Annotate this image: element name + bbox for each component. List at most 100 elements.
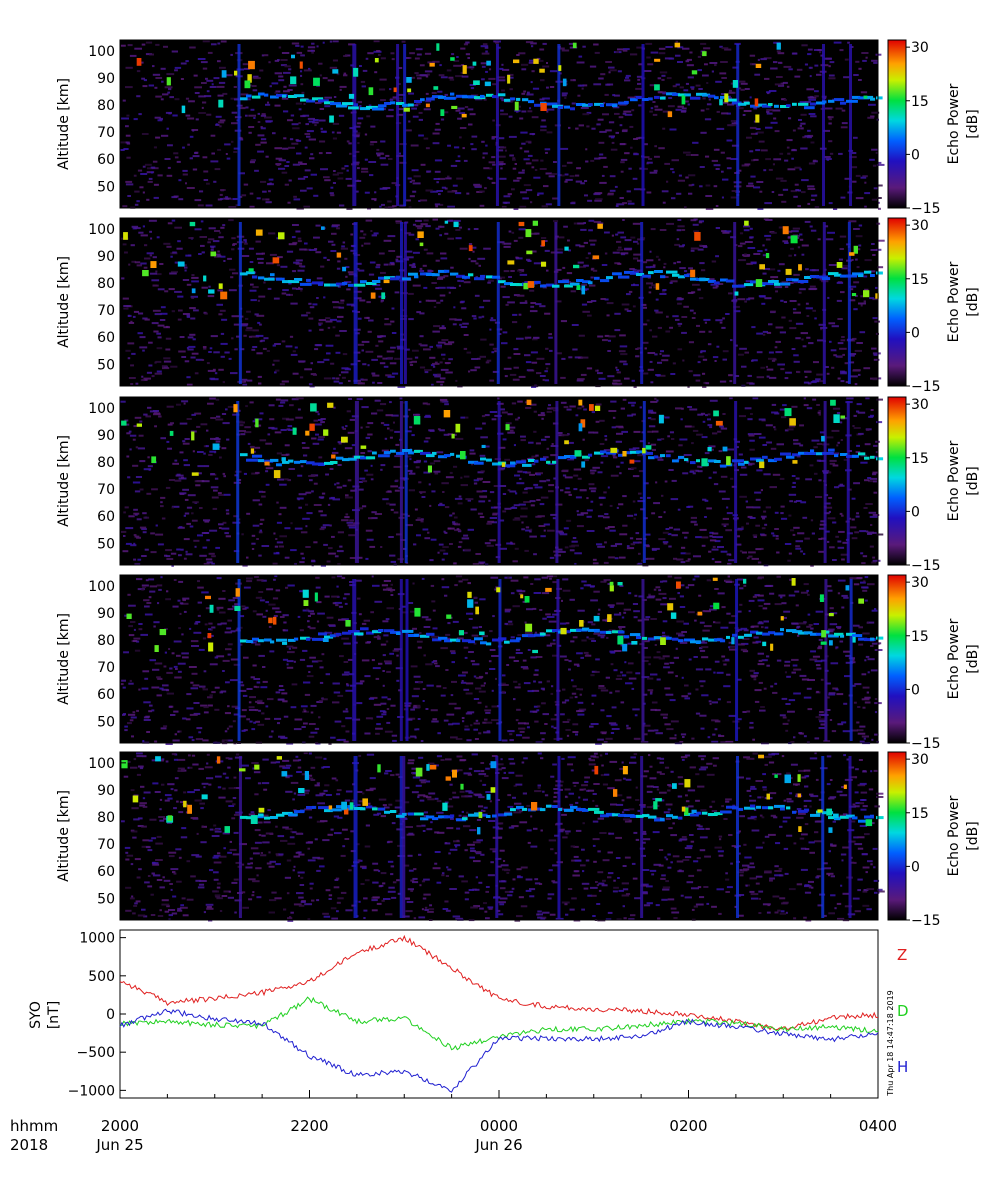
noise-cell	[133, 508, 138, 511]
noise-cell	[185, 182, 187, 185]
noise-cell	[182, 488, 189, 491]
noise-cell	[864, 205, 867, 208]
noise-cell	[478, 500, 486, 503]
noise-cell	[616, 371, 621, 374]
noise-cell	[482, 43, 488, 46]
noise-cell	[187, 336, 194, 339]
noise-cell	[824, 502, 831, 505]
noise-cell	[782, 404, 787, 407]
noise-cell	[619, 124, 623, 127]
noise-cell	[565, 178, 573, 181]
noise-cell	[778, 84, 785, 87]
noise-cell	[120, 400, 126, 403]
noise-cell	[803, 397, 806, 400]
noise-cell	[473, 728, 478, 731]
noise-cell	[604, 438, 608, 441]
noise-cell	[610, 148, 618, 151]
noise-cell	[225, 153, 228, 155]
noise-cell	[687, 385, 690, 388]
noise-cell	[337, 172, 344, 175]
noise-cell	[514, 474, 520, 477]
noise-cell	[220, 198, 224, 200]
noise-cell	[414, 508, 418, 511]
echo-layer-cell	[456, 454, 463, 458]
noise-cell	[176, 160, 181, 163]
noise-cell	[419, 312, 425, 315]
noise-cell	[550, 407, 559, 410]
noise-cell	[689, 309, 694, 312]
noise-cell	[627, 96, 636, 99]
noise-cell	[828, 322, 836, 325]
noise-cell	[439, 361, 443, 364]
noise-cell	[298, 161, 303, 164]
noise-cell	[191, 276, 199, 279]
noise-cell	[818, 413, 821, 416]
noise-cell	[760, 58, 767, 61]
noise-cell	[664, 416, 670, 419]
noise-cell	[573, 468, 581, 471]
noise-cell	[194, 228, 202, 231]
noise-cell	[753, 107, 758, 110]
noise-cell	[521, 169, 525, 172]
noise-cell	[272, 597, 279, 600]
echo-bright-cell	[707, 447, 712, 452]
noise-cell	[502, 493, 507, 495]
noise-cell	[353, 297, 362, 300]
noise-cell	[275, 369, 280, 372]
noise-cell	[217, 60, 221, 63]
echo-layer-cell	[702, 278, 710, 281]
noise-cell	[690, 86, 695, 89]
noise-cell	[363, 233, 367, 236]
noise-cell	[478, 316, 482, 319]
colorbar-tick-label: 0	[911, 325, 920, 341]
noise-cell	[141, 528, 147, 531]
echo-bright-cell	[790, 235, 798, 244]
noise-cell	[617, 382, 623, 385]
noise-cell	[473, 482, 478, 485]
noise-cell	[502, 68, 510, 71]
noise-cell	[249, 261, 254, 263]
noise-cell	[401, 40, 406, 43]
noise-cell	[293, 261, 300, 264]
noise-cell	[203, 170, 209, 173]
noise-cell	[449, 514, 453, 517]
noise-cell	[867, 658, 875, 661]
noise-cell	[577, 513, 584, 516]
echo-bright-cell	[558, 65, 562, 71]
noise-cell	[458, 284, 461, 287]
noise-cell	[527, 326, 530, 329]
noise-cell	[395, 443, 400, 446]
noise-cell	[244, 242, 248, 245]
noise-cell	[349, 152, 352, 155]
noise-cell	[468, 123, 473, 126]
noise-cell	[540, 79, 545, 82]
noise-cell	[305, 491, 312, 494]
noise-cell	[775, 326, 784, 329]
noise-cell	[820, 54, 824, 57]
noise-cell	[805, 302, 809, 305]
noise-cell	[439, 203, 444, 206]
noise-cell	[654, 397, 657, 400]
noise-cell	[480, 45, 489, 48]
noise-cell	[715, 168, 720, 170]
noise-cell	[199, 236, 207, 238]
noise-cell	[580, 512, 589, 515]
noise-cell	[144, 318, 150, 321]
vertical-streak	[822, 44, 826, 206]
echo-bright-cell	[462, 65, 467, 74]
noise-cell	[701, 694, 709, 697]
noise-cell	[738, 415, 746, 418]
echo-bright-cell	[581, 285, 586, 295]
noise-cell	[449, 471, 453, 474]
echo-layer-cell	[726, 98, 737, 102]
noise-cell	[406, 357, 413, 360]
echo-bright-cell	[514, 101, 519, 111]
vertical-streak	[238, 222, 242, 384]
noise-cell	[754, 689, 762, 692]
noise-cell	[185, 553, 193, 556]
noise-cell	[855, 197, 864, 200]
noise-cell	[622, 219, 625, 221]
noise-cell	[320, 421, 325, 424]
noise-cell	[125, 180, 133, 183]
